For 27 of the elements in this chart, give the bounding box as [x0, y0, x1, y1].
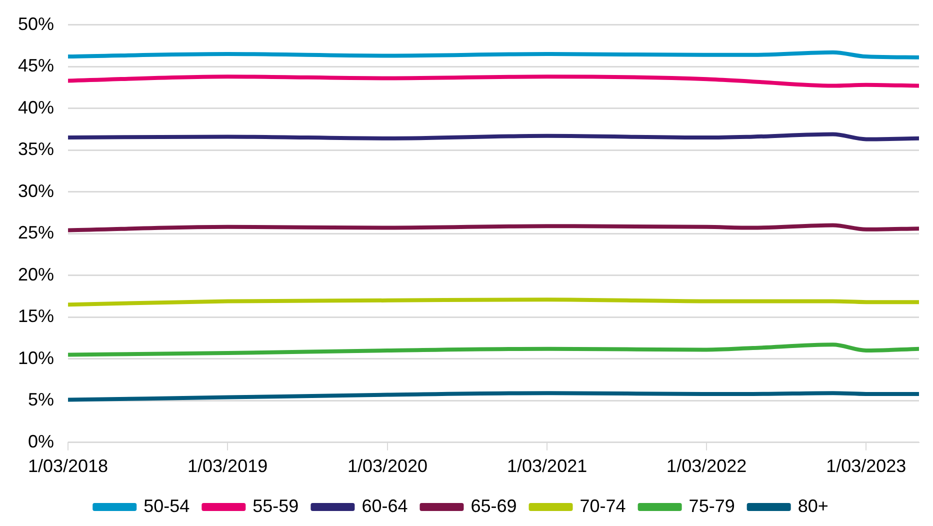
- y-tick-label: 35%: [18, 139, 54, 160]
- y-tick-label: 50%: [18, 14, 54, 34]
- legend-label: 65-69: [470, 496, 517, 516]
- line-series: [68, 74, 919, 88]
- y-tick-label: 25%: [18, 222, 54, 243]
- line-series: [68, 342, 919, 357]
- x-tick-label: 1/03/2018: [28, 456, 108, 476]
- legend-label: 80+: [798, 496, 828, 516]
- legend-label: 50-54: [144, 496, 190, 516]
- legend-label: 70-74: [580, 496, 626, 516]
- x-tick-label: 1/03/2022: [666, 456, 747, 476]
- y-tick-label: 30%: [18, 180, 54, 201]
- y-tick-label: 15%: [18, 306, 54, 326]
- legend-label: 60-64: [362, 496, 408, 516]
- x-tick-label: 1/03/2020: [347, 456, 428, 476]
- line-series: [68, 391, 919, 402]
- y-tick-label: 40%: [18, 97, 54, 118]
- y-tick-label: 5%: [28, 390, 54, 410]
- x-tick-label: 1/03/2023: [826, 456, 906, 476]
- y-tick-label: 20%: [18, 264, 54, 284]
- legend-label: 55-59: [252, 496, 299, 516]
- legend-label: 75-79: [688, 496, 735, 516]
- x-tick-label: 1/03/2021: [507, 456, 588, 476]
- y-tick-label: 10%: [18, 348, 54, 368]
- x-tick-label: 1/03/2019: [188, 456, 268, 476]
- y-tick-label: 45%: [18, 56, 54, 76]
- y-tick-label: 0%: [28, 431, 54, 452]
